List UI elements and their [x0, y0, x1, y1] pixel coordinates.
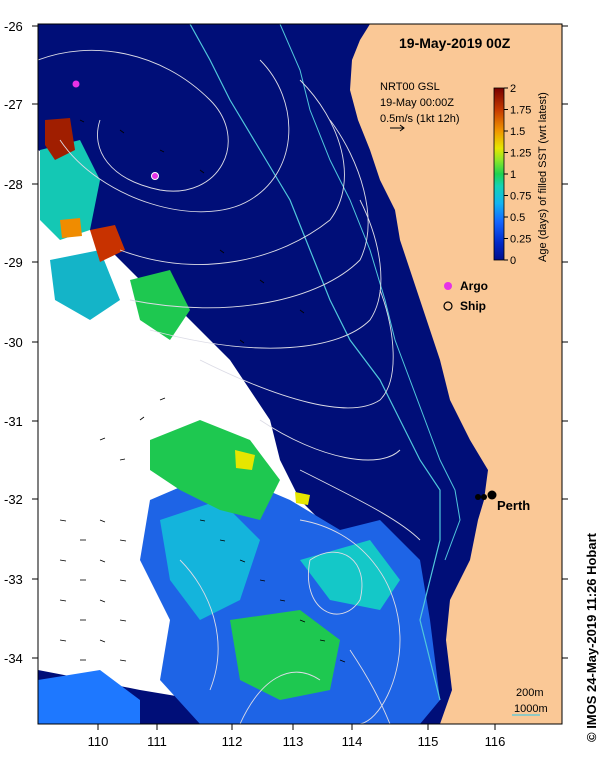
map-title: 19-May-2019 00Z	[399, 35, 511, 51]
current-vectors	[59, 119, 346, 663]
colorbar-tick-label: 1.5	[510, 126, 525, 138]
argo-float-marker	[151, 172, 159, 180]
latitude-tick-label: -33	[4, 572, 23, 587]
longitude-tick-label: 110	[88, 734, 109, 749]
sea-level-contours	[38, 49, 421, 724]
city-label-perth: Perth	[497, 498, 530, 513]
colorbar-tick-label: 0.25	[510, 234, 531, 246]
latitude-tick-label: -28	[4, 177, 23, 192]
longitude-tick-label: 116	[485, 734, 506, 749]
colorbar	[493, 87, 505, 261]
latitude-tick-label: -32	[4, 492, 23, 507]
longitude-axis: 110 111 112 113 114 115 116	[88, 724, 506, 749]
longitude-tick-label: 114	[342, 734, 363, 749]
cyan-patch-southeast	[300, 540, 400, 610]
latitude-axis: -26 -27 -28 -29 -30 -31 -32 -33 -34	[4, 19, 568, 666]
map-plot-area	[38, 24, 562, 724]
colorbar-tick-label: 2	[510, 83, 516, 95]
credit-text: © IMOS 24-May-2019 11:26 Hobart	[584, 532, 599, 742]
longitude-tick-label: 113	[283, 734, 304, 749]
colorbar-ticks: 0 0.25 0.5 0.75 1 1.25 1.5 1.75 2	[504, 83, 531, 267]
cyan-patch-west-2	[50, 250, 120, 320]
legend-ship-symbol	[443, 301, 453, 311]
ship-marker	[481, 494, 487, 500]
plot-frame	[37, 23, 563, 725]
argo-float-marker	[72, 80, 80, 88]
legend-argo-symbol	[444, 282, 452, 290]
longitude-tick-label: 111	[147, 734, 167, 749]
land-western-australia	[350, 24, 562, 724]
latitude-tick-label: -30	[4, 335, 23, 350]
isobath-label-1000m: 1000m	[514, 703, 548, 715]
colorbar-tick-label: 1.75	[510, 105, 531, 117]
mid-age-patch-south	[160, 500, 260, 620]
info-line-model: NRT00 GSL	[380, 81, 440, 93]
green-patch-south	[150, 420, 280, 520]
colorbar-tick-label: 0	[510, 255, 516, 267]
colorbar-tick-label: 1	[510, 169, 516, 181]
colorbar-tick-label: 0.5	[510, 212, 525, 224]
latitude-tick-label: -27	[4, 97, 23, 112]
yellow-patch	[235, 450, 255, 470]
legend-argo-label: Argo	[460, 279, 488, 293]
longitude-tick-label: 112	[222, 734, 243, 749]
ship-marker	[475, 494, 481, 500]
velocity-scale-arrow	[390, 124, 405, 132]
latitude-tick-label: -31	[4, 414, 23, 429]
colorbar-tick-label: 0.75	[510, 191, 531, 203]
old-sst-patch-2	[90, 225, 125, 262]
cyan-patch-west	[40, 140, 100, 240]
blue-patch-southwest	[38, 670, 140, 724]
longitude-tick-label: 115	[418, 734, 439, 749]
perth-marker	[487, 490, 497, 500]
latitude-tick-label: -26	[4, 19, 23, 34]
isobath-200m	[189, 24, 441, 701]
orange-patch	[60, 218, 82, 238]
green-patch-southeast	[230, 610, 340, 700]
colorbar-label: Age (days) of filled SST (wrt latest)	[537, 92, 549, 262]
legend-ship-label: Ship	[460, 299, 486, 313]
colorbar-tick-label: 1.25	[510, 148, 531, 160]
latitude-tick-label: -34	[4, 651, 23, 666]
isobath-1000m	[279, 24, 461, 561]
info-line-velocity-scale: 0.5m/s (1kt 12h)	[380, 113, 459, 125]
yellow-patch-2	[295, 492, 310, 505]
isobath-label-200m: 200m	[516, 687, 544, 699]
latitude-tick-label: -29	[4, 255, 23, 270]
info-line-time: 19-May 00:00Z	[380, 97, 454, 109]
